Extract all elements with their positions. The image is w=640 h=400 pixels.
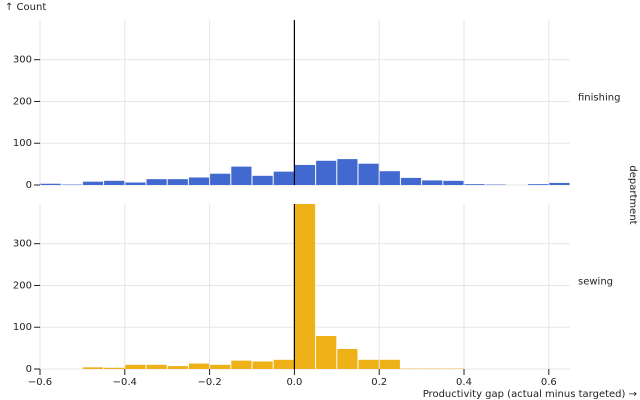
x-tick-label: 0.2 [371, 377, 387, 388]
bar [210, 364, 231, 369]
y-axis-label: ↑ Count [5, 2, 46, 13]
y-tick-label: 0 [26, 364, 32, 375]
bar [400, 177, 422, 185]
bar [188, 177, 210, 185]
bar [146, 364, 167, 369]
facet-label: sewing [578, 277, 613, 288]
x-tick-label: −0.6 [28, 377, 52, 388]
bar [464, 184, 485, 185]
x-tick-label: 0.4 [456, 377, 472, 388]
bar [210, 173, 231, 185]
bar [379, 359, 400, 369]
bar [337, 159, 358, 185]
bar [358, 163, 379, 185]
y-tick-label: 300 [13, 55, 32, 66]
bar [294, 164, 316, 185]
bar [167, 366, 188, 369]
bar [443, 180, 464, 185]
y-tick-label: 100 [13, 138, 32, 149]
x-tick-label: −0.2 [197, 377, 221, 388]
y-tick-label: 200 [13, 96, 32, 107]
x-tick-label: 0.0 [286, 377, 302, 388]
x-axis-label: Productivity gap (actual minus targeted)… [423, 389, 637, 400]
bar [104, 180, 125, 185]
bar [167, 179, 188, 185]
y-tick-label: 200 [13, 280, 32, 291]
bar [358, 359, 379, 369]
bar [104, 367, 125, 369]
x-tick-label: −0.4 [113, 377, 137, 388]
bar [82, 367, 104, 369]
bar [273, 171, 294, 185]
bar [294, 204, 316, 369]
bar [231, 360, 252, 369]
facet-axis-label: department [627, 165, 638, 224]
x-tick-label: 0.6 [541, 377, 557, 388]
bar [252, 361, 273, 369]
bar [188, 363, 210, 369]
bar [82, 181, 104, 185]
bar [146, 179, 167, 185]
bar [125, 364, 146, 369]
bar [252, 175, 273, 185]
bar [422, 180, 443, 185]
bar [125, 182, 146, 185]
bar [40, 183, 61, 185]
bar [316, 336, 337, 369]
bar [231, 166, 252, 185]
y-tick-label: 0 [26, 180, 32, 191]
y-tick-label: 100 [13, 322, 32, 333]
bar [528, 184, 549, 185]
bar [273, 359, 294, 369]
bar [379, 171, 400, 185]
facet-label: finishing [578, 93, 620, 104]
bar [337, 348, 358, 369]
bar [549, 182, 570, 185]
y-tick-label: 300 [13, 239, 32, 250]
bar [316, 160, 337, 185]
